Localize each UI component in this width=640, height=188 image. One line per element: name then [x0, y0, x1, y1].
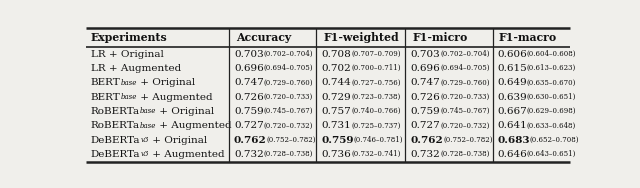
Text: 0.759: 0.759 — [411, 107, 440, 116]
Text: v3: v3 — [140, 136, 149, 144]
Text: (0.633–0.648): (0.633–0.648) — [527, 121, 576, 130]
Text: (0.700–0.711): (0.700–0.711) — [351, 64, 401, 72]
Text: F1-weighted: F1-weighted — [323, 32, 399, 43]
Text: + Original: + Original — [149, 136, 207, 145]
Text: 0.726: 0.726 — [411, 93, 440, 102]
Text: + Augmented: + Augmented — [137, 93, 212, 102]
Text: 0.727: 0.727 — [411, 121, 440, 130]
Text: + Original: + Original — [137, 78, 195, 87]
Text: (0.728–0.738): (0.728–0.738) — [440, 150, 490, 158]
Text: base: base — [140, 122, 156, 130]
Text: (0.604–0.608): (0.604–0.608) — [527, 50, 577, 58]
Text: (0.752–0.782): (0.752–0.782) — [267, 136, 316, 144]
Text: (0.740–0.766): (0.740–0.766) — [351, 107, 401, 115]
Text: + Augmented: + Augmented — [156, 121, 232, 130]
Text: (0.702–0.704): (0.702–0.704) — [440, 50, 490, 58]
Text: (0.729–0.760): (0.729–0.760) — [264, 79, 313, 86]
Text: 0.703: 0.703 — [234, 50, 264, 59]
Text: 0.744: 0.744 — [321, 78, 351, 87]
Text: 0.762: 0.762 — [234, 136, 267, 145]
Text: 0.747: 0.747 — [411, 78, 440, 87]
Text: F1-micro: F1-micro — [412, 32, 468, 43]
Text: (0.725–0.737): (0.725–0.737) — [351, 121, 401, 130]
Text: 0.726: 0.726 — [234, 93, 264, 102]
Text: Accuracy: Accuracy — [236, 32, 291, 43]
Text: (0.694–0.705): (0.694–0.705) — [264, 64, 313, 72]
Text: (0.629–0.698): (0.629–0.698) — [527, 107, 577, 115]
Text: RoBERTa: RoBERTa — [91, 121, 140, 130]
Text: 0.757: 0.757 — [321, 107, 351, 116]
Text: 0.649: 0.649 — [497, 78, 527, 87]
Text: (0.720–0.732): (0.720–0.732) — [264, 121, 313, 130]
Text: DeBERTa: DeBERTa — [91, 136, 140, 145]
Text: (0.643–0.651): (0.643–0.651) — [527, 150, 577, 158]
Text: (0.720–0.733): (0.720–0.733) — [440, 93, 490, 101]
Text: Experiments: Experiments — [91, 32, 168, 43]
Text: (0.707–0.709): (0.707–0.709) — [351, 50, 401, 58]
Text: (0.729–0.760): (0.729–0.760) — [440, 79, 490, 86]
Text: 0.727: 0.727 — [234, 121, 264, 130]
Text: 0.667: 0.667 — [497, 107, 527, 116]
Text: 0.732: 0.732 — [234, 150, 264, 159]
Text: 0.762: 0.762 — [411, 136, 444, 145]
Text: (0.720–0.733): (0.720–0.733) — [264, 93, 313, 101]
Text: 0.696: 0.696 — [411, 64, 440, 73]
Text: (0.746–0.781): (0.746–0.781) — [354, 136, 403, 144]
Text: 0.641: 0.641 — [497, 121, 527, 130]
Text: 0.708: 0.708 — [321, 50, 351, 59]
Text: 0.759: 0.759 — [321, 136, 354, 145]
Text: 0.703: 0.703 — [411, 50, 440, 59]
Text: RoBERTa: RoBERTa — [91, 107, 140, 116]
Text: (0.745–0.767): (0.745–0.767) — [440, 107, 490, 115]
Text: 0.646: 0.646 — [497, 150, 527, 159]
Text: LR + Original: LR + Original — [91, 50, 164, 59]
Text: 0.702: 0.702 — [321, 64, 351, 73]
Text: BERT: BERT — [91, 93, 121, 102]
Text: 0.606: 0.606 — [497, 50, 527, 59]
Text: 0.747: 0.747 — [234, 78, 264, 87]
Text: (0.723–0.738): (0.723–0.738) — [351, 93, 400, 101]
Text: (0.728–0.738): (0.728–0.738) — [264, 150, 313, 158]
Text: 0.729: 0.729 — [321, 93, 351, 102]
Text: 0.736: 0.736 — [321, 150, 351, 159]
Text: (0.732–0.741): (0.732–0.741) — [351, 150, 401, 158]
Text: (0.630–0.651): (0.630–0.651) — [527, 93, 577, 101]
Text: BERT: BERT — [91, 78, 121, 87]
Text: + Augmented: + Augmented — [149, 150, 225, 159]
Text: (0.613–0.623): (0.613–0.623) — [527, 64, 576, 72]
Text: base: base — [140, 108, 156, 115]
Text: + Original: + Original — [156, 107, 214, 116]
Text: (0.694–0.705): (0.694–0.705) — [440, 64, 490, 72]
Text: F1-macro: F1-macro — [499, 32, 557, 43]
Text: (0.727–0.756): (0.727–0.756) — [351, 79, 401, 86]
Text: v3: v3 — [140, 150, 149, 158]
Text: 0.759: 0.759 — [234, 107, 264, 116]
Text: (0.652–0.708): (0.652–0.708) — [530, 136, 579, 144]
Text: 0.732: 0.732 — [411, 150, 440, 159]
Text: 0.683: 0.683 — [497, 136, 530, 145]
Text: LR + Augmented: LR + Augmented — [91, 64, 181, 73]
Text: (0.720–0.732): (0.720–0.732) — [440, 121, 490, 130]
Text: 0.639: 0.639 — [497, 93, 527, 102]
Text: base: base — [121, 93, 137, 101]
Text: (0.745–0.767): (0.745–0.767) — [264, 107, 313, 115]
Text: (0.635–0.670): (0.635–0.670) — [527, 79, 577, 86]
Text: (0.702–0.704): (0.702–0.704) — [264, 50, 313, 58]
Text: 0.696: 0.696 — [234, 64, 264, 73]
Text: (0.752–0.782): (0.752–0.782) — [444, 136, 493, 144]
Text: 0.731: 0.731 — [321, 121, 351, 130]
Text: 0.615: 0.615 — [497, 64, 527, 73]
Text: DeBERTa: DeBERTa — [91, 150, 140, 159]
Text: base: base — [121, 79, 137, 87]
